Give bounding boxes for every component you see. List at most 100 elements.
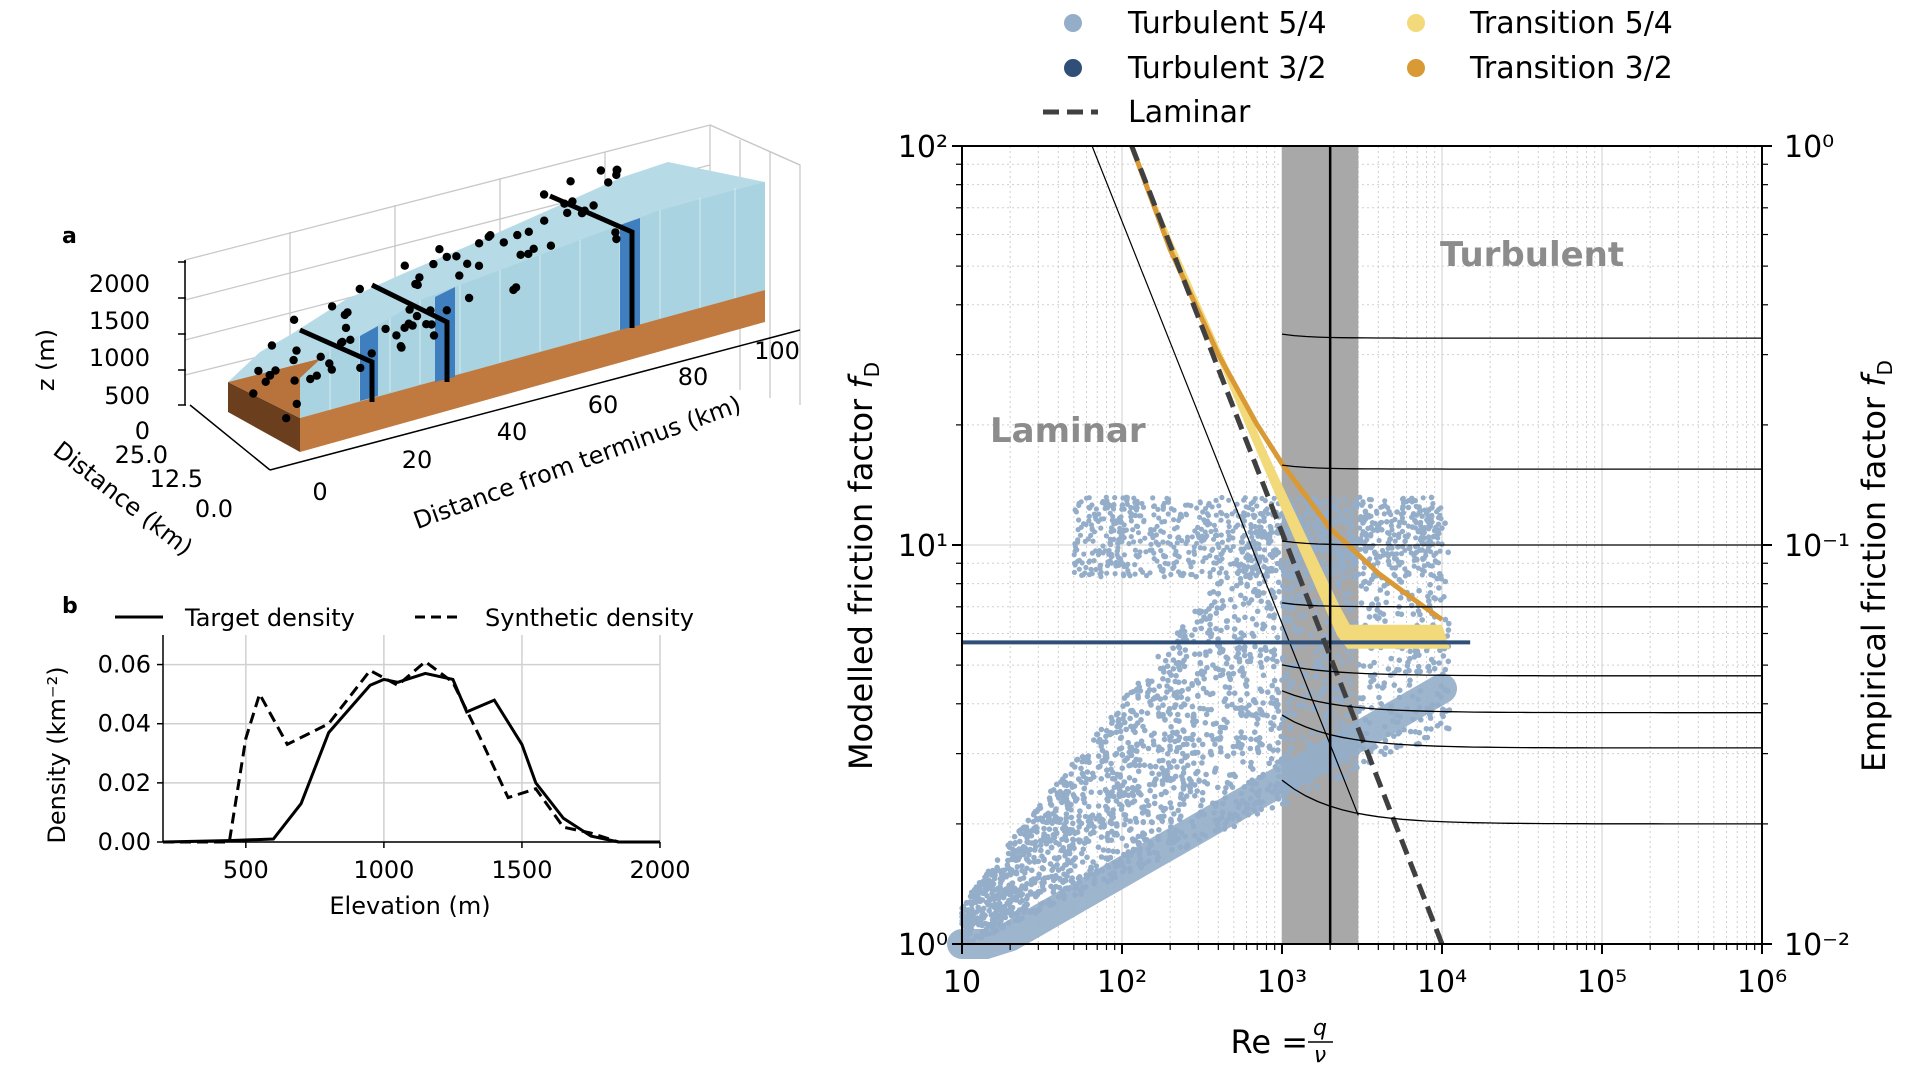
turbulent-54-point (1396, 657, 1403, 663)
turbulent-54-point (1142, 535, 1148, 541)
turbulent-54-point (1397, 519, 1403, 525)
turbulent-54-point (999, 867, 1005, 874)
legend-b: Target density Synthetic density (115, 604, 694, 632)
turbulent-54-point (998, 912, 1004, 918)
turbulent-54-point (1170, 666, 1177, 672)
turbulent-54-point (1325, 545, 1331, 552)
turbulent-54-point (1065, 857, 1071, 863)
turbulent-54-point (1117, 728, 1124, 735)
turbulent-54-point (1032, 808, 1039, 815)
turbulent-54-point (1387, 749, 1394, 755)
turbulent-54-point (1132, 547, 1138, 553)
turbulent-54-point (1274, 704, 1280, 710)
turbulent-54-point (1093, 516, 1099, 522)
turbulent-54-point (1084, 769, 1091, 775)
turbulent-54-point (1207, 570, 1213, 576)
turbulent-54-point (1107, 540, 1113, 546)
turbulent-54-point (1412, 648, 1419, 655)
turbulent-54-point (1207, 627, 1213, 633)
turbulent-54-point (1440, 713, 1446, 720)
turbulent-54-point (1223, 660, 1230, 667)
turbulent-54-point (1111, 521, 1117, 527)
turbulent-54-point (1070, 841, 1076, 848)
profile-line-3 (548, 193, 635, 328)
turbulent-54-point (1394, 509, 1400, 515)
turbulent-54-point (1095, 844, 1102, 850)
turbulent-54-point (986, 907, 992, 914)
turbulent-54-point (1143, 549, 1149, 555)
turbulent-54-point (1126, 571, 1132, 577)
turbulent-54-point (1260, 554, 1266, 560)
turbulent-54-point (1248, 759, 1254, 766)
turbulent-54-point (1062, 853, 1068, 859)
legend-swatch-transition-54 (1407, 14, 1425, 32)
turbulent-54-point (1406, 498, 1412, 504)
turbulent-54-point (1242, 595, 1248, 602)
turbulent-54-point (1366, 614, 1373, 620)
sample-point (413, 280, 422, 290)
turbulent-54-point (1268, 726, 1275, 733)
turbulent-54-point (1008, 856, 1015, 863)
turbulent-54-point (1088, 532, 1094, 539)
turbulent-54-point (1125, 786, 1131, 792)
turbulent-54-point (1280, 568, 1286, 575)
turbulent-54-point (1197, 514, 1203, 520)
turbulent-54-point (1227, 547, 1233, 554)
sample-point (499, 238, 508, 247)
turbulent-54-point (1213, 765, 1219, 772)
turbulent-54-point (1399, 515, 1406, 521)
turbulent-54-point (1128, 534, 1134, 540)
turbulent-54-point (965, 914, 971, 921)
friction-plot: 10 10² 10³ 10⁴ 10⁵ 10⁶ 10⁰ 10¹ 10² 10⁻² 10⁻¹ 10⁰ (898, 130, 1850, 1000)
turbulent-54-point (1416, 587, 1422, 594)
turbulent-54-point (1128, 707, 1134, 714)
turbulent-54-point (1175, 535, 1181, 541)
turbulent-54-point (1272, 550, 1278, 556)
turbulent-54-point (1056, 854, 1062, 861)
turbulent-54-point (1107, 510, 1113, 516)
turbulent-54-point (1231, 690, 1238, 696)
turbulent-54-point (1141, 762, 1148, 768)
turbulent-54-point (1048, 788, 1054, 795)
turbulent-54-point (1416, 652, 1422, 658)
turbulent-54-point (1148, 732, 1155, 739)
turbulent-54-point (1288, 724, 1294, 730)
turbulent-54-point (1062, 833, 1068, 839)
turbulent-54-point (1423, 549, 1429, 555)
ice-side (300, 182, 765, 418)
turbulent-54-point (1092, 548, 1099, 554)
turbulent-54-point (1061, 871, 1067, 877)
turbulent-54-point (1421, 568, 1427, 574)
empirical-curve (1281, 602, 1762, 608)
turbulent-54-point (1407, 677, 1413, 684)
turbulent-54-point (1271, 495, 1277, 501)
turbulent-54-point (1242, 681, 1249, 688)
turbulent-54-point (1436, 660, 1442, 666)
turbulent-54-point (1237, 575, 1244, 582)
turbulent-54-point (1131, 539, 1137, 545)
turbulent-54-point (1146, 781, 1153, 788)
panel-b-letter: b (62, 594, 78, 619)
turbulent-54-point (1217, 734, 1224, 741)
turbulent-54-point (1348, 766, 1354, 772)
turbulent-54-point (998, 871, 1005, 878)
turbulent-54-point (1123, 527, 1129, 533)
turbulent-54-point (1440, 653, 1447, 659)
sample-point (474, 239, 484, 248)
turbulent-54-point (1110, 502, 1116, 508)
turbulent-54-point (1162, 731, 1168, 737)
turbulent-54-point (1080, 791, 1086, 798)
turbulent-54-point (1197, 609, 1203, 616)
turbulent-54-point (1374, 510, 1380, 516)
turbulent-54-point (982, 912, 988, 919)
turbulent-54-point (1040, 836, 1047, 843)
turbulent-54-point (1199, 568, 1205, 575)
sample-point (316, 352, 325, 361)
turbulent-54-point (1336, 689, 1343, 696)
turbulent-54-point (1384, 590, 1390, 596)
svg-text:Re =: Re = (1231, 1023, 1308, 1061)
turbulent-54-point (1216, 503, 1222, 509)
turbulent-54-point (1348, 517, 1354, 523)
empirical-curve (1281, 540, 1762, 546)
turbulent-54-point (1224, 574, 1230, 581)
